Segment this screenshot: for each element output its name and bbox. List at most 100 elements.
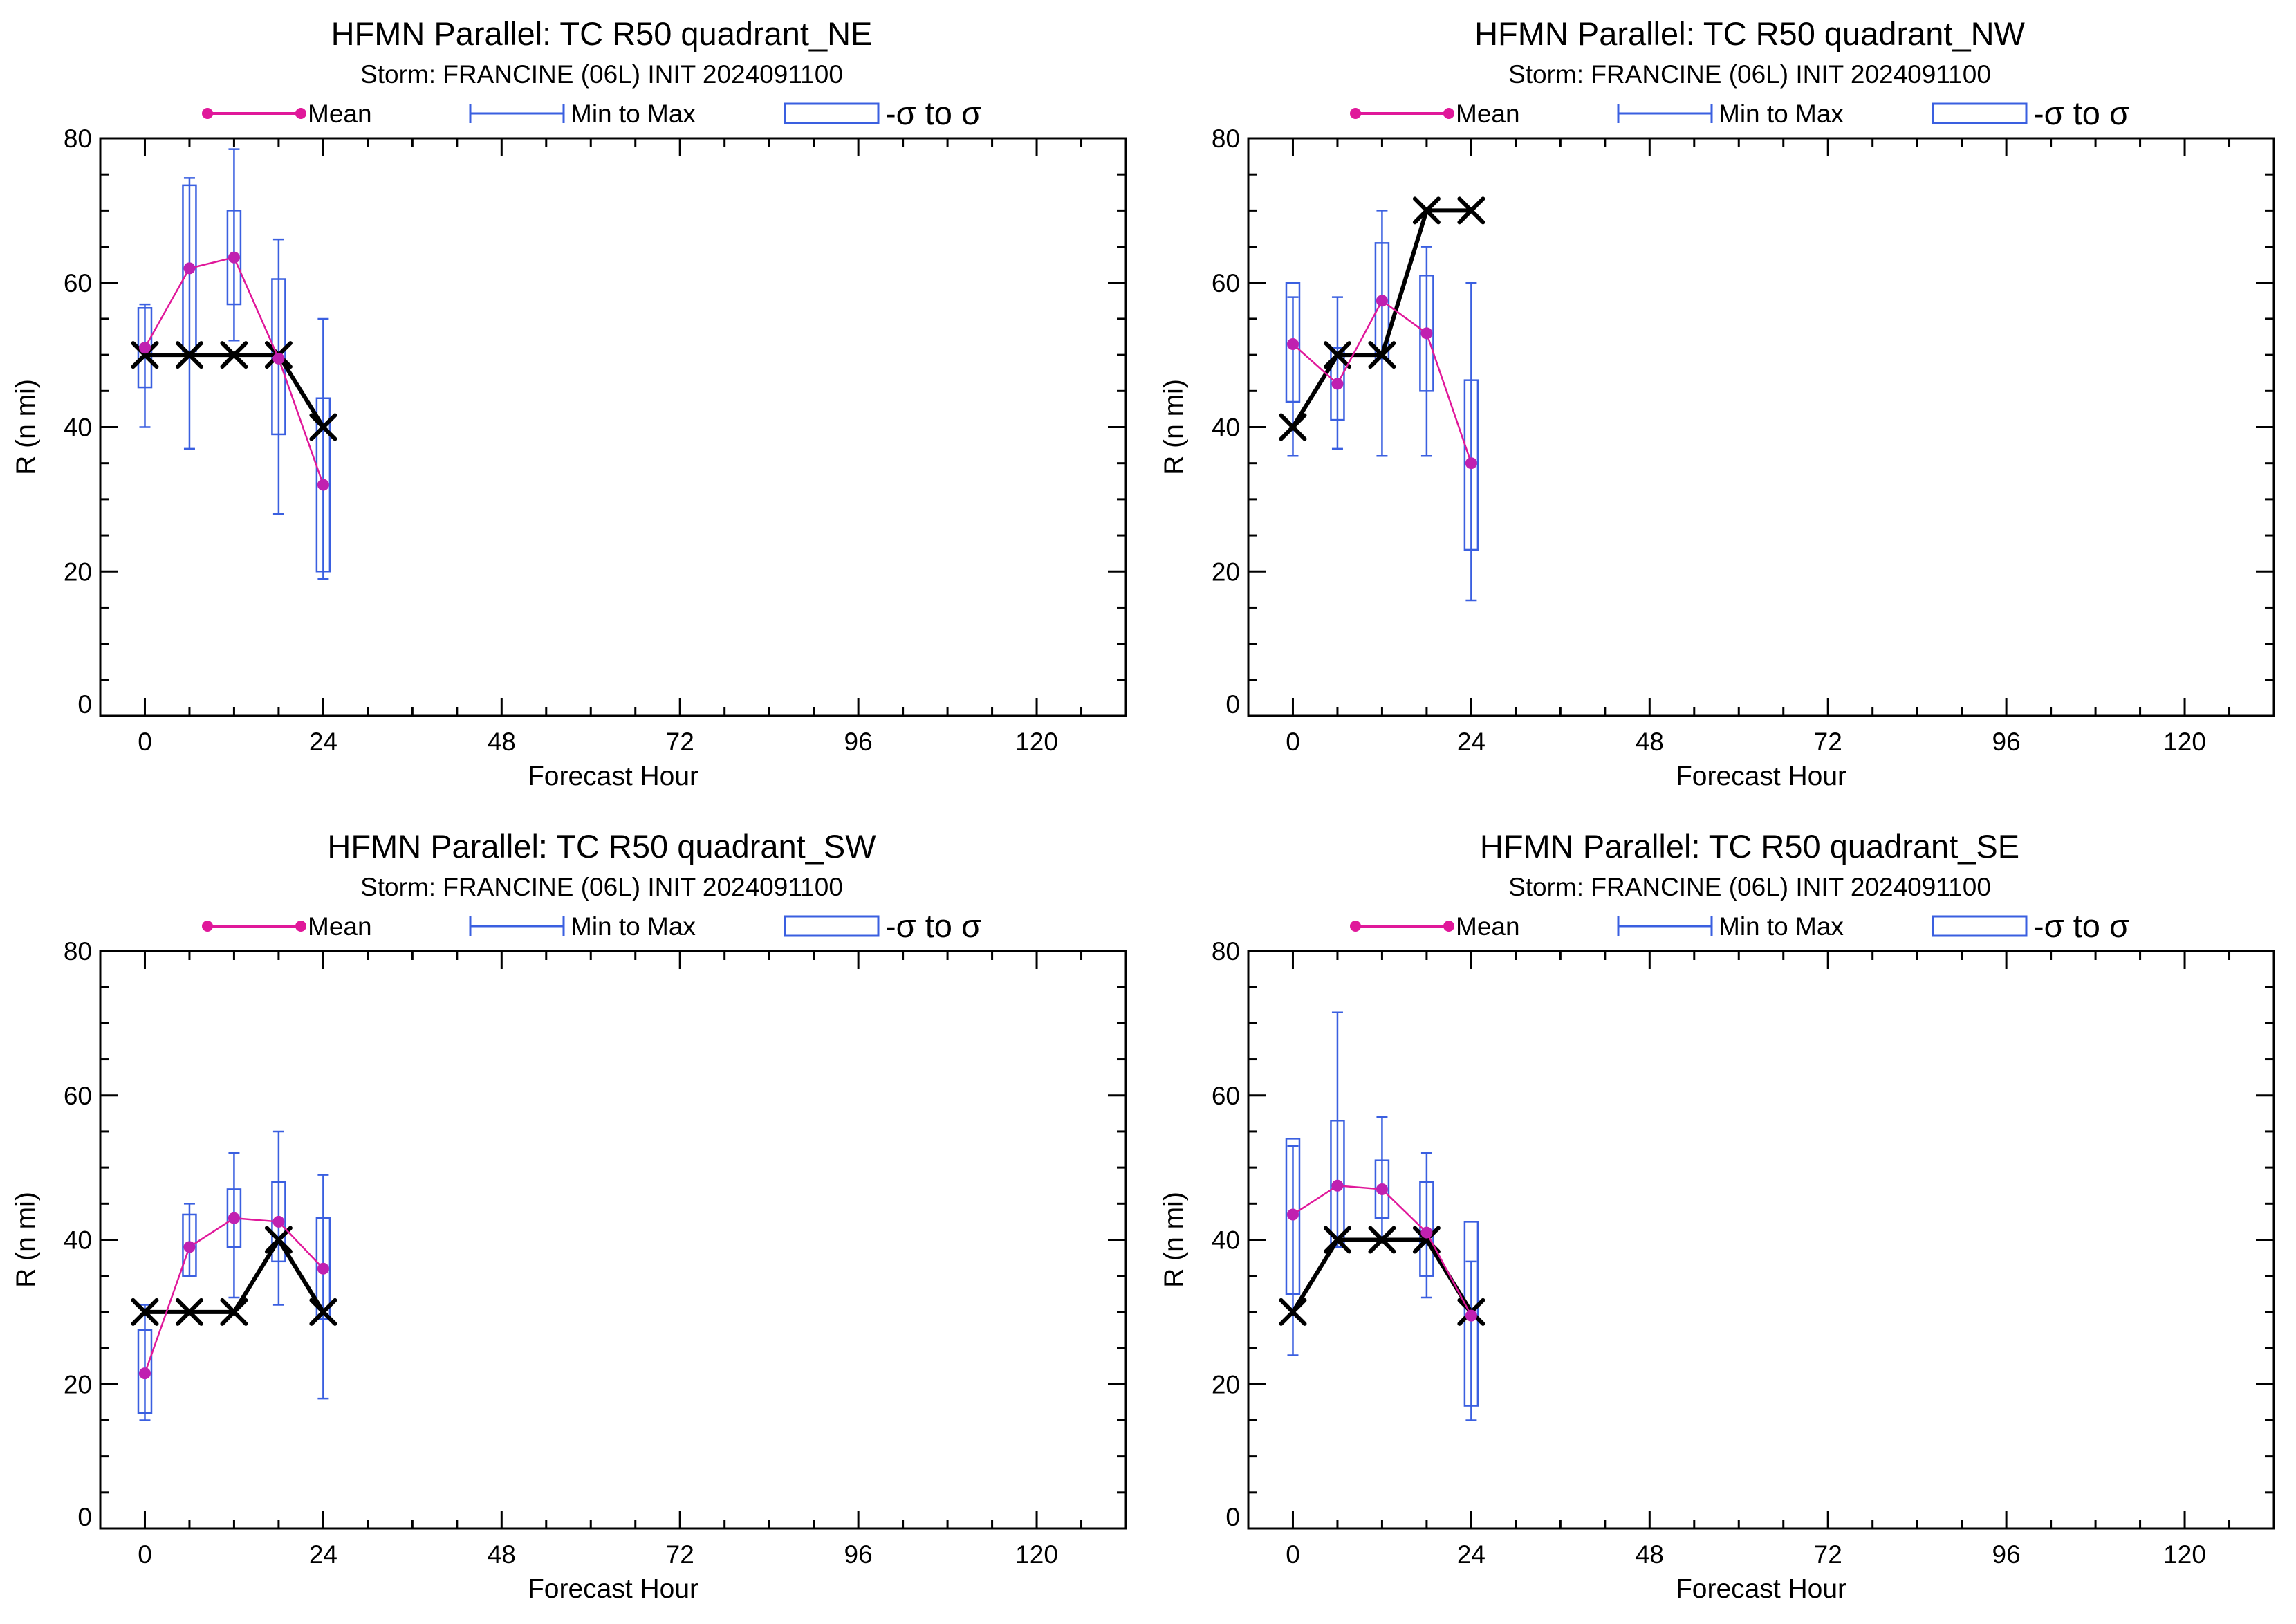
y-axis-label: R (n mi): [1159, 1192, 1189, 1288]
chart-title: HFMN Parallel: TC R50 quadrant_NE: [331, 15, 873, 52]
chart-subtitle: Storm: FRANCINE (06L) INIT 2024091100: [1508, 873, 1991, 901]
x-tick-label: 0: [138, 728, 152, 756]
legend-mean-label: Mean: [1456, 912, 1520, 941]
mean-point: [1376, 295, 1388, 307]
y-tick-label: 60: [1212, 1082, 1240, 1110]
legend: Mean Min to Max -σ to σ: [202, 95, 981, 131]
y-tick-label: 40: [64, 414, 92, 442]
x-axis-label: Forecast Hour: [1676, 1574, 1846, 1604]
sigma-box: [315, 397, 331, 573]
best-track-marker-b: [1457, 196, 1485, 225]
legend-mean-label: Mean: [308, 100, 372, 128]
legend-mean-marker-left: [1350, 921, 1361, 932]
y-axis-label: R (n mi): [1159, 379, 1189, 475]
legend-sigma-box: [784, 915, 880, 937]
best-track-marker-b: [309, 1298, 337, 1326]
y-tick-label: 20: [1212, 557, 1240, 586]
y-tick-label: 20: [64, 557, 92, 586]
x-tick-label: 48: [488, 1540, 516, 1569]
x-tick-label: 24: [1457, 728, 1485, 756]
best-track-marker-b: [131, 1298, 159, 1326]
y-axis-label: R (n mi): [11, 1192, 41, 1288]
x-tick-label: 120: [1015, 728, 1058, 756]
x-tick-label: 120: [2163, 1540, 2206, 1569]
x-tick-label: 120: [1015, 1540, 1058, 1569]
best-track-marker-b: [220, 1298, 248, 1326]
mean-point: [272, 352, 285, 365]
legend-sigma-label: -σ to σ: [885, 907, 981, 944]
legend-minmax-label: Min to Max: [571, 912, 696, 941]
legend-sigma-box: [1932, 102, 2028, 124]
best-track-marker-b: [1323, 341, 1351, 369]
legend-mean-label: Mean: [308, 912, 372, 941]
x-tick-label: 96: [844, 728, 873, 756]
plot-frame: [99, 950, 1127, 1530]
sigma-box: [1330, 1120, 1345, 1248]
y-tick-label: 80: [1212, 124, 1240, 153]
x-tick-label: 48: [1636, 1540, 1664, 1569]
x-axis-label: Forecast Hour: [1676, 762, 1846, 791]
panel-se: HFMN Parallel: TC R50 quadrant_SE Storm: …: [1159, 828, 2275, 1604]
x-tick-label: 96: [844, 1540, 873, 1569]
legend-minmax-label: Min to Max: [1719, 100, 1844, 128]
x-tick-label: 48: [1636, 728, 1664, 756]
best-track-marker-b: [264, 1226, 293, 1254]
best-track-marker-b: [1323, 1226, 1351, 1254]
chart-subtitle: Storm: FRANCINE (06L) INIT 2024091100: [360, 873, 843, 901]
legend-minmax-label: Min to Max: [571, 100, 696, 128]
legend: Mean Min to Max -σ to σ: [1350, 907, 2129, 944]
x-tick-label: 96: [1992, 728, 2021, 756]
legend-mean-marker-right: [1443, 108, 1454, 119]
y-tick-label: 0: [1225, 1503, 1240, 1531]
y-tick-label: 40: [64, 1226, 92, 1255]
y-axis-label: R (n mi): [11, 379, 41, 475]
sigma-box: [182, 1213, 197, 1277]
y-tick-label: 60: [64, 1082, 92, 1110]
x-tick-label: 72: [1814, 1540, 1842, 1569]
mean-point: [183, 1241, 196, 1253]
sigma-box: [182, 184, 197, 353]
legend-sigma-label: -σ to σ: [2033, 95, 2129, 131]
y-tick-label: 40: [1212, 414, 1240, 442]
x-tick-label: 72: [666, 1540, 694, 1569]
sigma-box: [1463, 1221, 1479, 1407]
y-tick-label: 80: [64, 937, 92, 966]
best-track-marker-b: [1368, 341, 1396, 369]
sigma-box: [1285, 1138, 1301, 1295]
mean-point: [1465, 457, 1477, 470]
mean-point: [1420, 327, 1433, 340]
panel-nw: HFMN Parallel: TC R50 quadrant_NW Storm: …: [1159, 15, 2275, 791]
legend: Mean Min to Max -σ to σ: [1350, 95, 2129, 131]
mean-point: [317, 479, 329, 491]
x-tick-label: 48: [488, 728, 516, 756]
x-tick-label: 72: [666, 728, 694, 756]
best-track-marker-b: [1412, 1226, 1441, 1254]
x-tick-label: 24: [309, 728, 337, 756]
panel-ne: HFMN Parallel: TC R50 quadrant_NE Storm: …: [11, 15, 1127, 791]
best-track-marker-b: [1279, 1298, 1307, 1326]
mean-point: [1420, 1226, 1433, 1239]
mean-point: [138, 342, 151, 354]
legend-mean-marker-right: [295, 108, 306, 119]
sigma-box: [1419, 275, 1434, 392]
chart-subtitle: Storm: FRANCINE (06L) INIT 2024091100: [360, 60, 843, 89]
sigma-box: [315, 1217, 331, 1320]
y-tick-label: 80: [64, 124, 92, 153]
sigma-box: [226, 210, 242, 306]
mean-point: [228, 251, 240, 264]
x-tick-label: 72: [1814, 728, 1842, 756]
plot-frame: [99, 137, 1127, 717]
chart-title: HFMN Parallel: TC R50 quadrant_SE: [1480, 828, 2019, 865]
legend: Mean Min to Max -σ to σ: [202, 907, 981, 944]
panel-sw: HFMN Parallel: TC R50 quadrant_SW Storm: …: [11, 828, 1127, 1604]
chart-subtitle: Storm: FRANCINE (06L) INIT 2024091100: [1508, 60, 1991, 89]
y-tick-label: 20: [64, 1370, 92, 1399]
best-track-marker-b: [1279, 413, 1307, 441]
x-tick-label: 24: [309, 1540, 337, 1569]
y-tick-label: 60: [64, 269, 92, 297]
mean-point: [1286, 1208, 1299, 1221]
mean-point: [317, 1262, 329, 1275]
best-track-marker-b: [175, 1298, 203, 1326]
